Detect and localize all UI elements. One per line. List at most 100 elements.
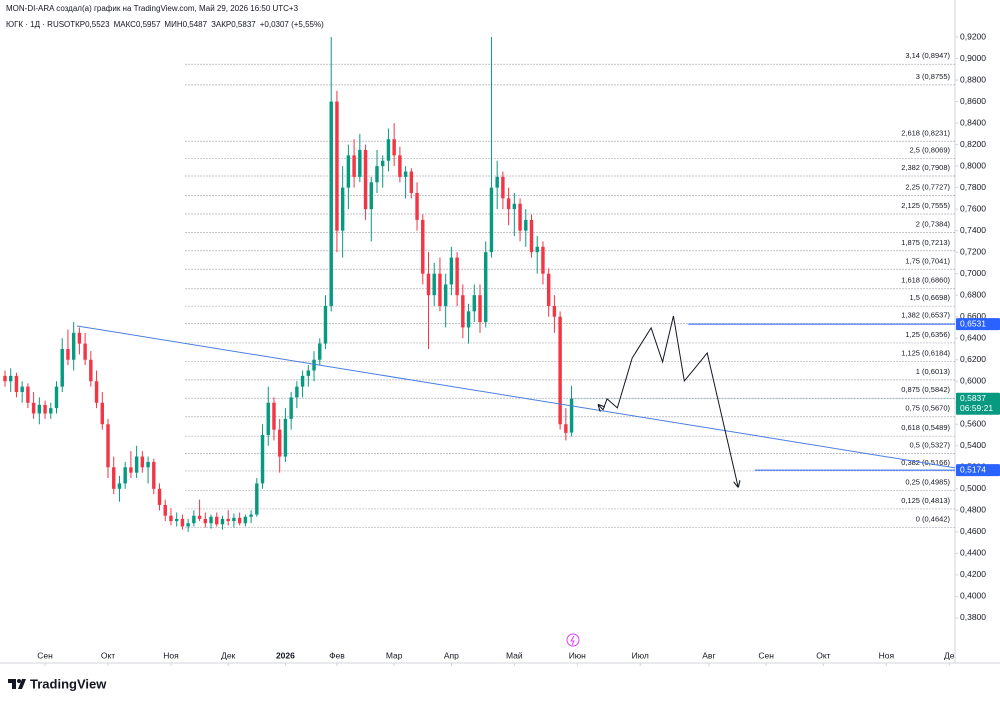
candle-body [518,203,522,231]
candle-body [180,518,185,527]
last-price-label: 0,5837 [960,393,986,403]
candle-body [197,515,202,519]
x-tick-label: Ноя [879,650,895,660]
candle-body [14,375,19,392]
candle-body [249,514,253,517]
y-tick-label: 0,6400 [960,332,986,342]
candle-body [524,219,528,231]
candle-body [529,219,534,253]
fib-label: 2 (0,7384) [916,219,951,228]
candle-body [558,316,562,425]
candle-body [564,424,568,433]
candle-body [129,467,133,473]
price-label-box [956,318,1000,331]
candle-body [83,343,87,360]
candle-body [112,467,116,489]
candle-body [569,398,574,433]
candle-body [340,187,345,231]
y-tick-label: 0,8600 [960,96,986,106]
ohlc-value: 0,5523 [85,20,110,29]
y-tick-label: 0,6200 [960,354,986,364]
fib-label: 2,5 (0,8069) [910,146,951,155]
candle-body [312,359,316,371]
projection-path [598,315,738,487]
x-tick-label: Июн [569,650,586,660]
y-tick-label: 0,4600 [960,526,986,536]
candle-body [89,359,93,382]
candle-body [455,257,459,296]
candle-body [392,139,396,156]
candle-body [472,295,476,312]
candle-body [255,483,259,515]
y-tick-label: 0,4000 [960,591,986,601]
candle-body [157,488,162,505]
fib-label: 0 (0,4642) [916,514,951,523]
y-tick-label: 0,9200 [960,31,986,41]
candle-body [535,246,539,253]
candle-body [146,461,150,468]
fib-label: 0,25 (0,4985) [905,477,950,486]
candle-body [260,435,265,484]
event-icon[interactable] [566,633,580,647]
x-tick-label: Фев [329,650,345,660]
countdown: 06:59:21 [960,403,993,413]
candle-body [300,375,305,387]
ohlc-label: МАКС [114,20,137,29]
candle-body [295,386,299,398]
candle-body [484,252,488,323]
candle-body [60,348,64,387]
fib-label: 2,618 (0,8231) [901,128,950,137]
candle-body [26,386,30,403]
x-tick-label: Сен [37,650,53,660]
candle-body [277,429,282,457]
ohlc-value: 0,5957 [136,20,161,29]
candle-body [37,404,42,414]
logo: TradingView [8,676,107,691]
y-tick-label: 0,3800 [960,612,986,622]
candle-body [426,273,431,296]
candle-body [134,456,139,473]
candle-body [9,375,13,382]
fib-label: 1,875 (0,7213) [901,238,950,247]
candle-body [415,193,419,220]
candle-body [512,203,517,210]
candle-body [323,305,328,344]
candle-body [335,101,339,231]
candle-body [163,504,167,516]
y-tick-label: 0,7400 [960,225,986,235]
candle-body [380,160,385,167]
candle-body [192,515,196,524]
ohlc-value: 0,5837 [231,20,256,29]
y-tick-label: 0,4800 [960,505,986,515]
symbol: ЮГК · 1Д · RUS [6,20,64,29]
fib-label: 1,382 (0,6537) [901,310,950,319]
candle-body [203,518,208,524]
candle-body [3,375,7,382]
candle-body [220,518,225,525]
price-label: 0,5174 [960,464,986,474]
logo-dot [17,679,21,683]
event-icon-bolt [570,635,575,646]
candle-body [232,517,236,522]
candle-body [20,386,24,392]
candle-body [169,515,173,522]
x-tick-label: Ноя [163,650,179,660]
price-label: 0,6531 [960,318,986,328]
candle-body [283,418,288,457]
y-tick-label: 0,4400 [960,548,986,558]
x-tick-label: Апр [444,650,459,660]
candle-body [272,402,276,430]
ohlc-label: ОТКР [64,20,85,29]
y-tick-label: 0,6800 [960,289,986,299]
fib-label: 1,125 (0,6184) [901,348,950,357]
y-tick-label: 0,8000 [960,160,986,170]
y-tick-label: 0,7800 [960,182,986,192]
candle-body [329,101,333,306]
trendline [77,325,956,469]
x-tick-label: 2026 [276,650,295,660]
x-tick-label: Июл [632,650,649,660]
candle-body [398,155,402,177]
fib-label: 0,618 (0,5489) [901,423,950,432]
y-tick-label: 0,8400 [960,117,986,127]
